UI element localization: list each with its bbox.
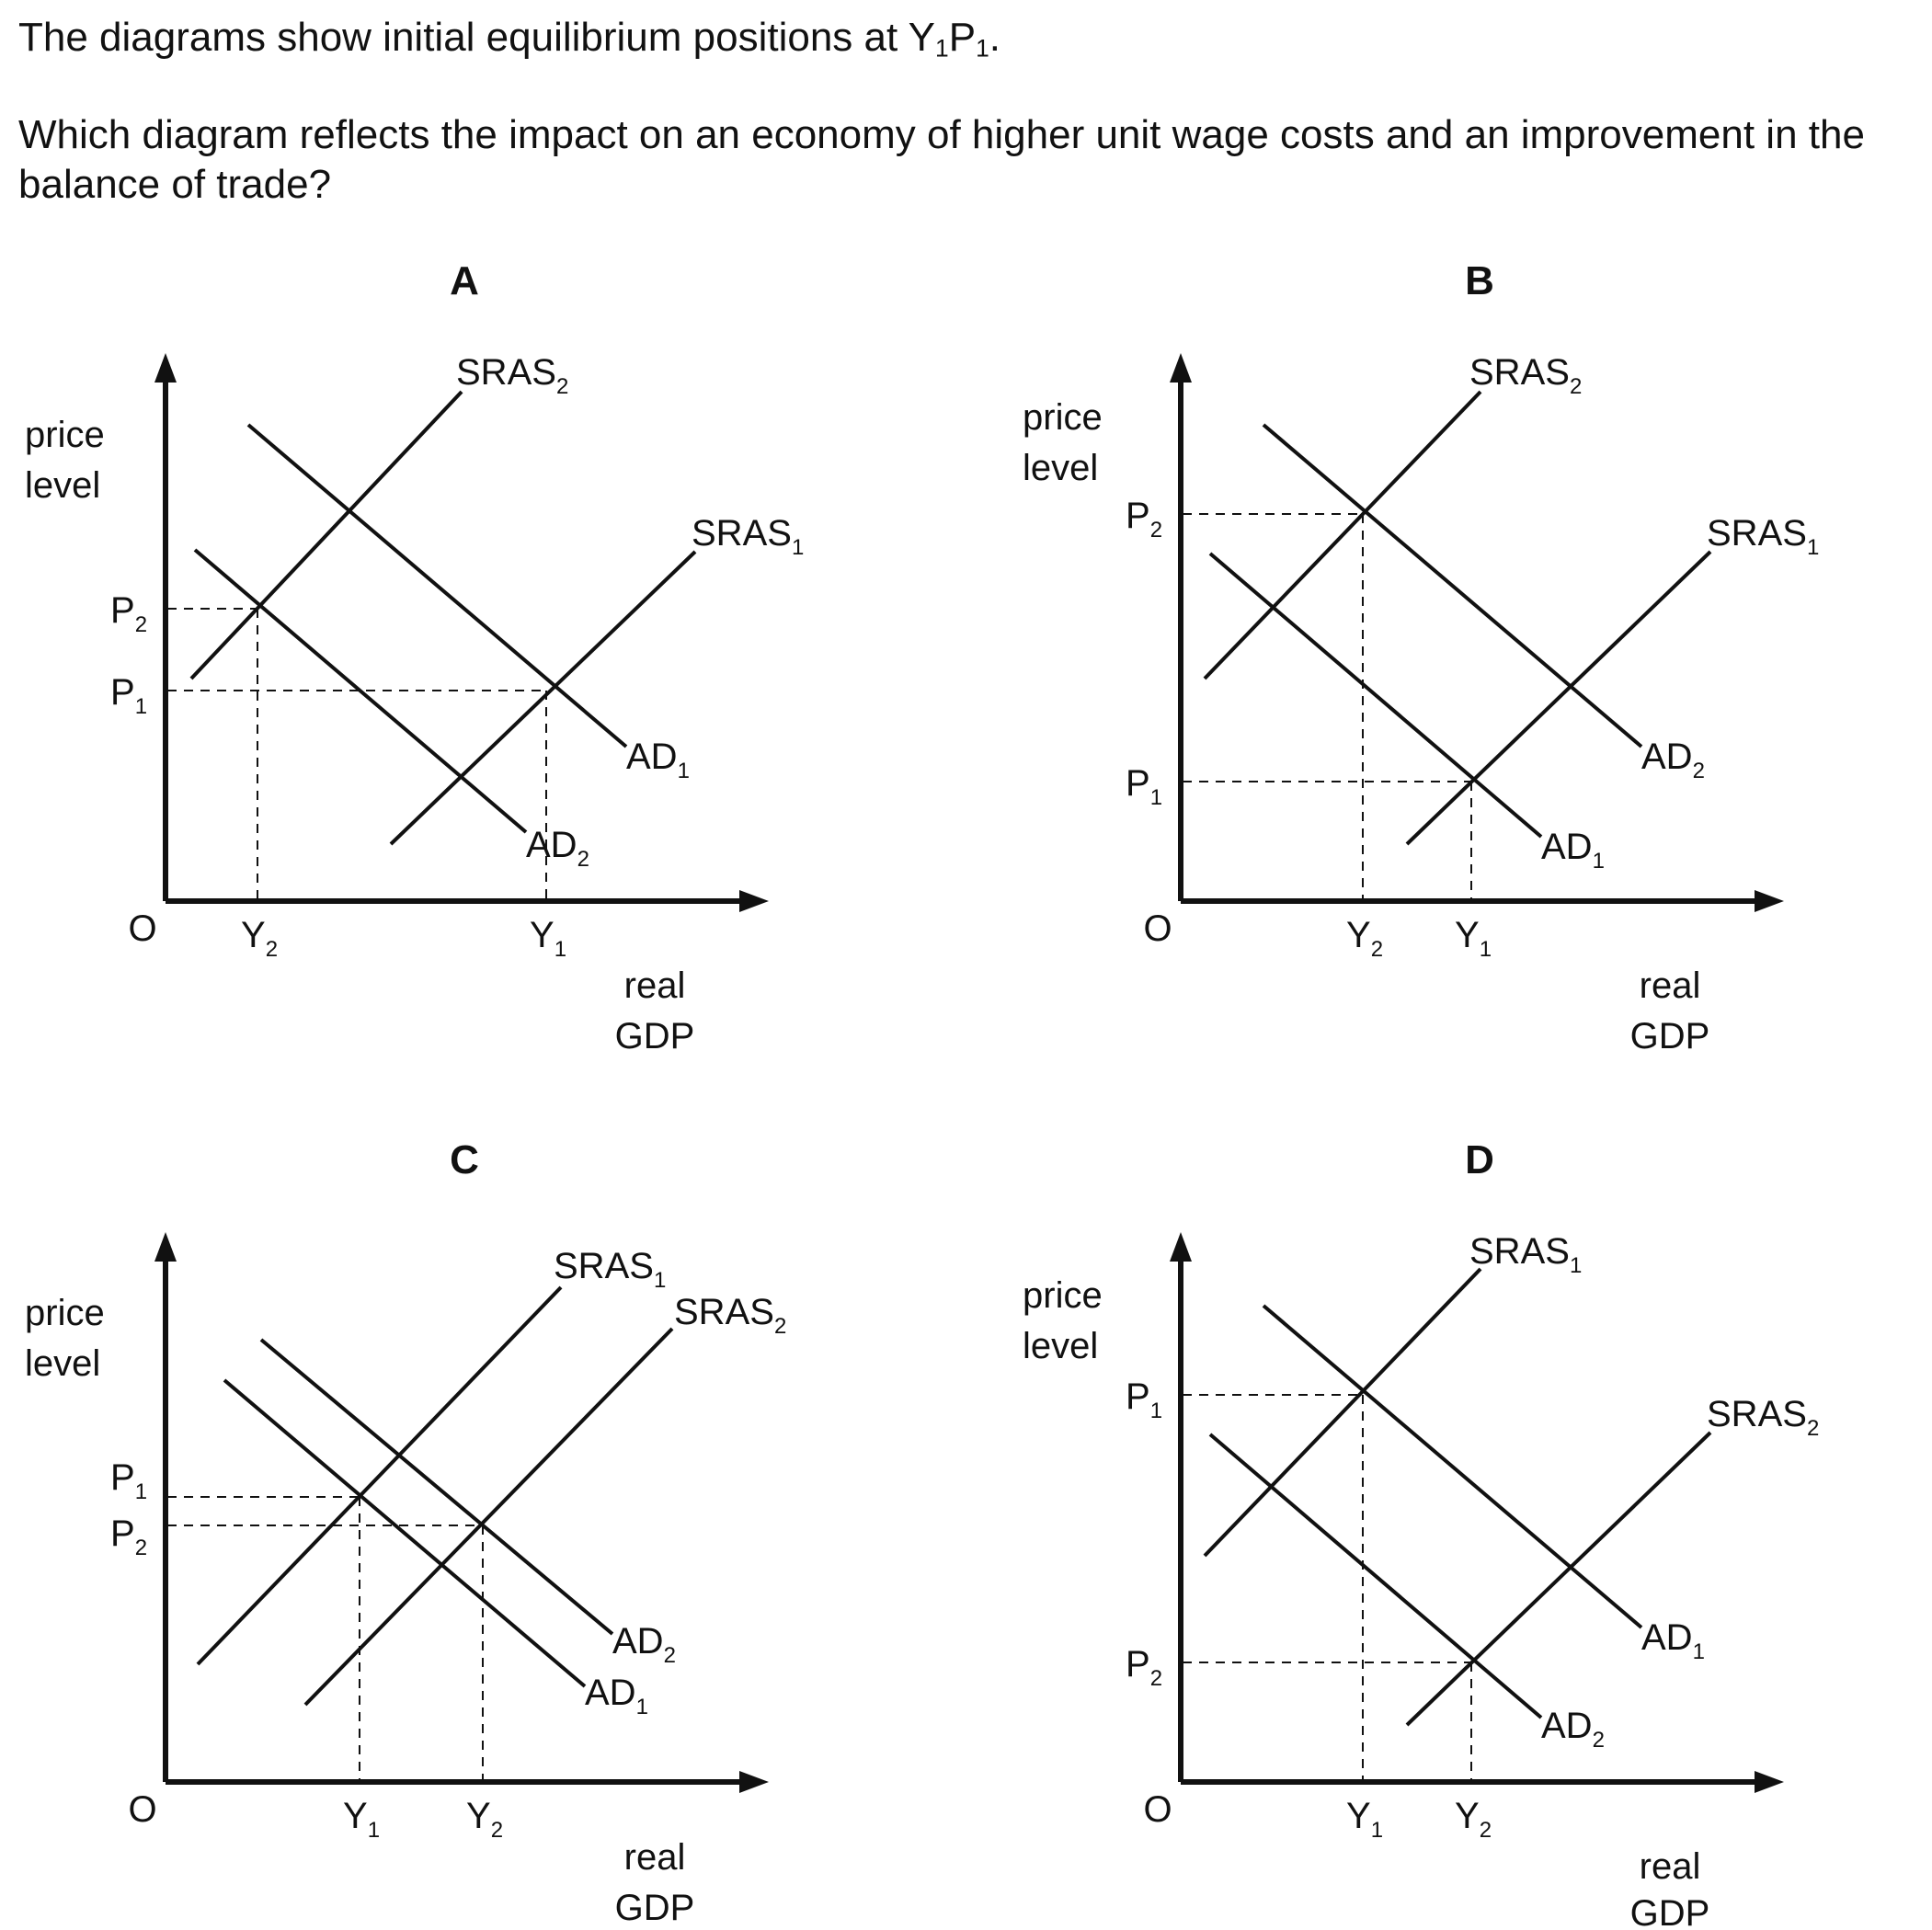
p2-label: P2	[1126, 1644, 1162, 1691]
origin-label: O	[1143, 1789, 1172, 1830]
diagram-c: C price level real GDP O SRAS1 SRAS2 AD2…	[25, 1137, 786, 1928]
p1-label: P1	[1126, 763, 1162, 810]
ad-2-label: AD2	[1541, 1706, 1605, 1753]
x-axis-label-line-1: real	[1640, 1846, 1701, 1887]
question-line-1-end: .	[989, 15, 1000, 60]
y1-label: Y1	[343, 1796, 380, 1843]
ad-2-label: AD2	[1641, 737, 1705, 783]
y1-label: Y1	[1455, 915, 1492, 962]
p2-label: P2	[110, 590, 147, 637]
x-axis-label-line-2: GDP	[615, 1888, 695, 1928]
sras-1-curve	[1405, 550, 1712, 846]
y-axis-arrowhead	[1170, 353, 1192, 383]
question-line-1: The diagrams show initial equilibrium po…	[18, 13, 1000, 63]
y1-label: Y1	[1346, 1796, 1383, 1843]
sras-1-label: SRAS1	[554, 1246, 666, 1293]
p2-label: P2	[110, 1513, 147, 1560]
sras-2-curve	[1405, 1431, 1712, 1727]
origin-label: O	[1143, 908, 1172, 949]
sras-2-label: SRAS2	[1707, 1394, 1819, 1441]
x-axis-arrowhead	[1755, 890, 1784, 912]
ad-1-label: AD1	[585, 1673, 648, 1719]
x-axis-arrowhead	[739, 1771, 769, 1793]
sras-2-label: SRAS2	[1469, 352, 1582, 399]
ad-1-curve	[246, 423, 628, 748]
ad-1-label: AD1	[1641, 1617, 1705, 1664]
sras-2-curve	[1203, 390, 1482, 680]
y-axis-label-line-1: price	[25, 1293, 105, 1333]
x-axis-label-line-1: real	[624, 1837, 686, 1878]
x-axis-label-line-1: real	[624, 965, 686, 1006]
diagram-letter: A	[450, 258, 479, 303]
diagram-letter: B	[1465, 258, 1494, 303]
p2-label: P2	[1126, 496, 1162, 542]
origin-label: O	[128, 1789, 156, 1830]
sras-2-curve	[303, 1327, 674, 1707]
y-axis-label-line-2: level	[1023, 448, 1098, 488]
sras-1-label: SRAS1	[1469, 1231, 1582, 1278]
ad-1-curve	[1208, 552, 1543, 839]
question-line-1-price: P	[948, 15, 977, 60]
x-axis-label-line-2: GDP	[1630, 1893, 1710, 1930]
ad-2-curve	[1208, 1433, 1543, 1719]
y-axis-label-line-1: price	[1023, 1275, 1103, 1316]
sras-2-label: SRAS2	[456, 352, 568, 399]
y-axis-label-line-1: price	[1023, 397, 1103, 438]
x-axis-arrowhead	[739, 890, 769, 912]
sras-1-label: SRAS1	[692, 513, 804, 560]
diagram-d: D price level real GDP O SRAS1 SRAS2 AD1…	[1023, 1137, 1819, 1930]
y-axis-label-line-2: level	[1023, 1326, 1098, 1366]
diagram-a: A price level real GDP O SRAS2 SRAS1 AD1…	[25, 258, 804, 1056]
y-axis-arrowhead	[1170, 1232, 1192, 1262]
origin-label: O	[128, 908, 156, 949]
y-axis-label-line-1: price	[25, 415, 105, 455]
y1-label: Y1	[530, 915, 566, 962]
sras-2-label: SRAS2	[674, 1292, 786, 1339]
question-line-1-subscript: 1	[935, 34, 949, 63]
x-axis-arrowhead	[1755, 1771, 1784, 1793]
y2-label: Y2	[1346, 915, 1383, 962]
y2-label: Y2	[241, 915, 278, 962]
sras-1-curve	[1203, 1267, 1482, 1558]
diagram-letter: D	[1465, 1137, 1494, 1182]
ad-1-label: AD1	[1541, 827, 1605, 874]
sras-1-curve	[389, 550, 697, 846]
p1-label: P1	[1126, 1376, 1162, 1423]
ad-2-curve	[1262, 423, 1643, 748]
y-axis-arrowhead	[154, 353, 177, 383]
diagram-b: B price level real GDP O SRAS2 SRAS1 AD2…	[1023, 258, 1819, 1056]
diagram-letter: C	[450, 1137, 479, 1182]
y2-label: Y2	[1455, 1796, 1492, 1843]
p1-label: P1	[110, 1457, 147, 1504]
x-axis-label-line-1: real	[1640, 965, 1701, 1006]
question-line-1-text: The diagrams show initial equilibrium po…	[18, 15, 936, 60]
y-axis-label-line-2: level	[25, 465, 100, 506]
x-axis-label-line-2: GDP	[1630, 1016, 1710, 1056]
ad-2-label: AD2	[526, 825, 589, 872]
question-line-1-subscript: 1	[976, 34, 989, 63]
sras-1-curve	[196, 1285, 563, 1666]
ad-1-label: AD1	[626, 737, 690, 783]
ad-1-curve	[1262, 1304, 1643, 1629]
sras-2-curve	[189, 390, 463, 680]
p1-label: P1	[110, 672, 147, 719]
y-axis-arrowhead	[154, 1232, 177, 1262]
y2-label: Y2	[466, 1796, 503, 1843]
sras-1-label: SRAS1	[1707, 513, 1819, 560]
x-axis-label-line-2: GDP	[615, 1016, 695, 1056]
y-axis-label-line-2: level	[25, 1343, 100, 1384]
ad-2-label: AD2	[612, 1621, 676, 1668]
question-line-2: Which diagram reflects the impact on an …	[18, 112, 1865, 207]
ad-2-curve	[259, 1338, 614, 1636]
ad-1-curve	[223, 1378, 587, 1688]
ad-2-curve	[193, 548, 528, 834]
